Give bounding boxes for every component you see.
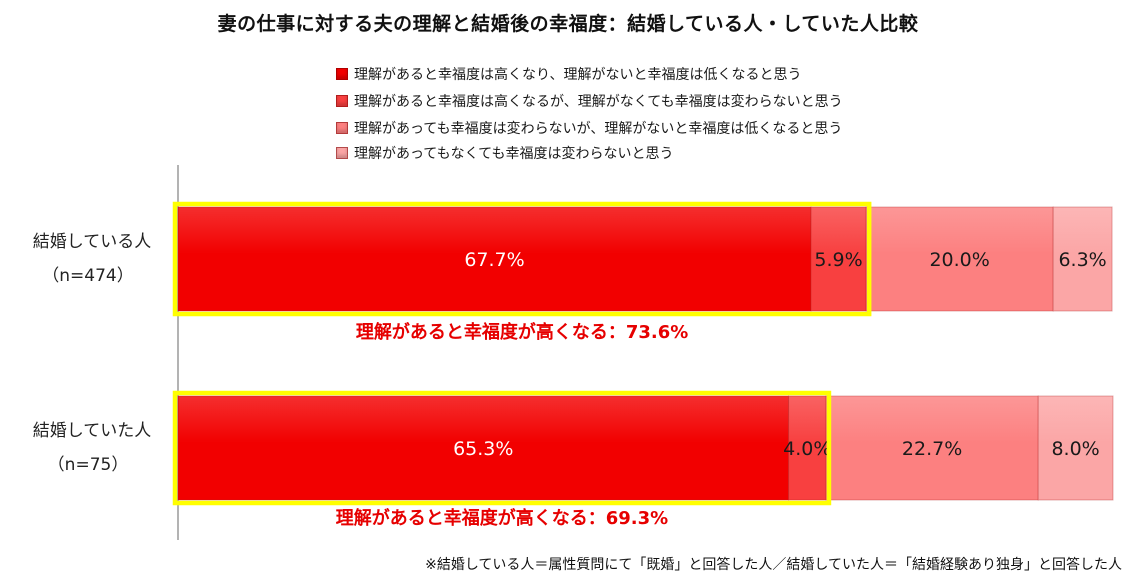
legend-item: 理解があると幸福度は高くなり、理解がないと幸福度は低くなると思う xyxy=(336,63,801,85)
data-label: 4.0% xyxy=(783,438,831,460)
legend-label: 理解があると幸福度は高くなるが、理解がなくても幸福度は変わらないと思う xyxy=(354,94,843,110)
highlight-frame xyxy=(172,390,832,506)
data-label: 5.9% xyxy=(814,249,862,271)
legend-swatch xyxy=(336,147,348,159)
data-label: 67.7% xyxy=(464,249,524,271)
legend-item: 理解があると幸福度は高くなるが、理解がなくても幸福度は変わらないと思う xyxy=(336,90,843,112)
legend-swatch xyxy=(336,122,348,134)
data-label: 20.0% xyxy=(929,249,989,271)
highlight-frame xyxy=(172,201,872,317)
chart-title: 妻の仕事に対する夫の理解と結婚後の幸福度：結婚している人・していた人比較 xyxy=(217,13,919,35)
bar-segment xyxy=(1052,206,1113,312)
bar-segment xyxy=(177,395,790,501)
annotation-label: 理解があると幸福度が高くなる：69.3% xyxy=(336,507,668,529)
annotation-label: 理解があると幸福度が高くなる：73.6% xyxy=(356,321,688,343)
category-label: 結婚している人 xyxy=(33,232,152,252)
legend-swatch xyxy=(336,68,348,80)
legend-item: 理解があっても幸福度は変わらないが、理解がないと幸福度は低くなると思う xyxy=(336,117,842,139)
bar-segment xyxy=(825,395,1039,501)
bar-segment xyxy=(810,206,867,312)
data-label: 22.7% xyxy=(902,438,962,460)
category-n-label: （n=474） xyxy=(42,266,133,286)
legend-item: 理解があってもなくても幸福度は変わらないと思う xyxy=(336,142,673,164)
data-label: 6.3% xyxy=(1058,249,1106,271)
bar-segment xyxy=(788,395,827,501)
data-label: 8.0% xyxy=(1051,438,1099,460)
footnote: ※結婚している人＝属性質問にて「既婚」と回答した人／結婚していた人＝「結婚経験あ… xyxy=(425,557,1122,573)
legend-swatch xyxy=(336,95,348,107)
category-n-label: （n=75） xyxy=(48,455,129,475)
bar-segment xyxy=(1037,395,1114,501)
bar-segment xyxy=(177,206,812,312)
legend-label: 理解があると幸福度は高くなり、理解がないと幸福度は低くなると思う xyxy=(354,67,802,83)
legend-label: 理解があってもなくても幸福度は変わらないと思う xyxy=(354,146,674,162)
legend-label: 理解があっても幸福度は変わらないが、理解がないと幸福度は低くなると思う xyxy=(354,121,843,137)
category-label: 結婚していた人 xyxy=(33,421,152,441)
bar-segment xyxy=(865,206,1054,312)
data-label: 65.3% xyxy=(453,438,513,460)
